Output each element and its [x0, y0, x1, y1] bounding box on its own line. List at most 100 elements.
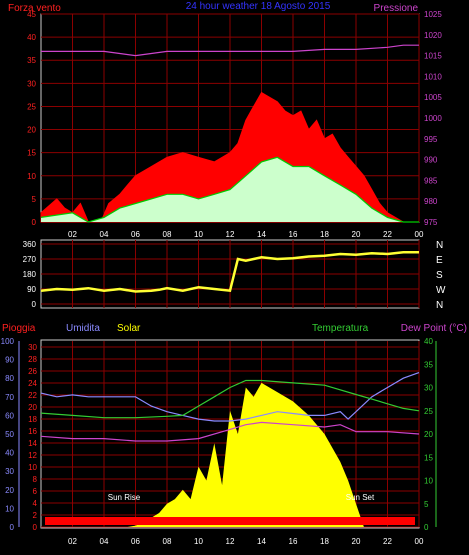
- p3-temperature-tick-label: 30: [424, 384, 433, 393]
- p3-x-tick-label: 00: [415, 537, 424, 546]
- pressure-series-line: [41, 44, 419, 57]
- p1-right-tick-label: 990: [424, 156, 438, 165]
- p1-right-tick-label: 1000: [424, 114, 442, 123]
- p1-x-tick-label: 04: [100, 230, 109, 239]
- p3-humidity-tick-label: 70: [5, 393, 14, 402]
- header-right-label: Pressione: [374, 3, 419, 14]
- umidita-label: Umidita: [66, 323, 100, 334]
- rain-series-bar: [45, 517, 415, 525]
- p3-rain-tick-label: 6: [33, 487, 38, 496]
- p1-left-tick-label: 10: [27, 172, 36, 181]
- p3-x-tick-label: 04: [100, 537, 109, 546]
- p3-x-tick-label: 20: [352, 537, 361, 546]
- p3-rain-tick-label: 22: [28, 391, 37, 400]
- p3-humidity-tick-label: 20: [5, 486, 14, 495]
- p1-right-tick-label: 1015: [424, 52, 442, 61]
- p3-x-tick-label: 22: [383, 537, 392, 546]
- p3-humidity-tick-label: 60: [5, 411, 14, 420]
- rain-humidity-temperature-panel: 0246810121416182022242628300102030405060…: [1, 337, 437, 546]
- p1-x-tick-label: 18: [320, 230, 329, 239]
- p1-left-tick-label: 0: [32, 218, 37, 227]
- p3-rain-tick-label: 2: [33, 511, 38, 520]
- p3-humidity-tick-label: 10: [5, 504, 14, 513]
- p3-humidity-tick-label: 80: [5, 374, 14, 383]
- p1-right-tick-label: 1010: [424, 72, 442, 81]
- p1-x-tick-label: 22: [383, 230, 392, 239]
- p3-temperature-tick-label: 15: [424, 453, 433, 462]
- p3-humidity-tick-label: 0: [10, 523, 15, 532]
- p3-x-tick-label: 12: [226, 537, 235, 546]
- humidity-series-line: [40, 372, 420, 422]
- p1-x-tick-label: 14: [257, 230, 266, 239]
- p2-compass-label: W: [436, 285, 446, 296]
- p3-rain-tick-label: 18: [28, 415, 37, 424]
- p3-rain-tick-label: 24: [28, 379, 37, 388]
- wind-direction-series-line: [40, 251, 419, 293]
- p2-left-tick-label: 90: [27, 285, 36, 294]
- wind-direction-panel: 0 N 90 W 180 S 270 E 360 N: [23, 239, 446, 311]
- solar-label: Solar: [117, 323, 141, 334]
- p1-x-tick-label: 20: [352, 230, 361, 239]
- p3-temperature-tick-label: 5: [424, 500, 429, 509]
- p1-left-tick-label: 20: [27, 126, 36, 135]
- p1-left-tick-label: 5: [32, 195, 37, 204]
- p3-temperature-tick-label: 25: [424, 407, 433, 416]
- p2-left-tick-label: 180: [23, 270, 37, 279]
- p3-rain-tick-label: 28: [28, 355, 37, 364]
- p2-left-tick-label: 0: [32, 300, 37, 309]
- p3-x-tick-label: 02: [68, 537, 77, 546]
- sunset-annotation: Sun Set: [346, 493, 375, 502]
- p3-rain-tick-label: 4: [33, 499, 38, 508]
- temperature-series-line: [40, 379, 420, 419]
- p1-right-tick-label: 995: [424, 135, 438, 144]
- p1-left-tick-label: 35: [27, 56, 36, 65]
- p3-humidity-tick-label: 90: [5, 356, 14, 365]
- p3-x-tick-label: 18: [320, 537, 329, 546]
- p3-rain-tick-label: 14: [28, 439, 37, 448]
- header-title: 24 hour weather 18 Agosto 2015: [186, 1, 331, 12]
- p1-x-tick-label: 08: [163, 230, 172, 239]
- p3-temperature-tick-label: 20: [424, 430, 433, 439]
- p3-rain-tick-label: 20: [28, 403, 37, 412]
- p3-temperature-tick-label: 10: [424, 477, 433, 486]
- p1-left-tick-label: 40: [27, 33, 36, 42]
- pioggia-label: Pioggia: [2, 323, 36, 334]
- dew-point-label: Dew Point (°C): [401, 323, 467, 334]
- p3-temperature-tick-label: 35: [424, 360, 433, 369]
- p1-x-tick-label: 12: [226, 230, 235, 239]
- p3-temperature-tick-label: 40: [424, 337, 433, 346]
- p3-rain-tick-label: 12: [28, 451, 37, 460]
- p3-x-tick-label: 06: [131, 537, 140, 546]
- p3-rain-tick-label: 30: [28, 343, 37, 352]
- p1-x-tick-label: 00: [415, 230, 424, 239]
- header-left-label: Forza vento: [8, 3, 61, 14]
- p1-right-tick-label: 1025: [424, 10, 442, 19]
- p3-rain-tick-label: 26: [28, 367, 37, 376]
- p2-compass-label: S: [436, 270, 443, 281]
- p2-left-tick-label: 270: [23, 255, 37, 264]
- p1-right-tick-label: 985: [424, 176, 438, 185]
- p1-right-tick-label: 975: [424, 218, 438, 227]
- wind-series-line: [40, 156, 419, 223]
- p1-left-tick-label: 30: [27, 79, 36, 88]
- p1-left-tick-label: 25: [27, 102, 36, 111]
- p2-compass-label: N: [436, 300, 443, 311]
- p2-left-tick-label: 360: [23, 240, 37, 249]
- p1-left-tick-label: 15: [27, 149, 36, 158]
- p3-x-tick-label: 10: [194, 537, 203, 546]
- p3-humidity-tick-label: 100: [1, 337, 15, 346]
- p3-humidity-tick-label: 50: [5, 430, 14, 439]
- p2-compass-label: E: [436, 255, 443, 266]
- p3-rain-tick-label: 16: [28, 427, 37, 436]
- p1-x-tick-label: 10: [194, 230, 203, 239]
- dew-point-series-line: [40, 421, 420, 442]
- solar-series-area: [41, 382, 419, 527]
- p1-x-tick-label: 06: [131, 230, 140, 239]
- wind-pressure-panel: 0510152025303540459759809859909951000100…: [27, 10, 442, 239]
- p1-right-tick-label: 1020: [424, 31, 442, 40]
- p1-x-tick-label: 02: [68, 230, 77, 239]
- p1-left-tick-label: 45: [27, 10, 36, 19]
- p3-humidity-tick-label: 40: [5, 449, 14, 458]
- p3-humidity-tick-label: 30: [5, 467, 14, 476]
